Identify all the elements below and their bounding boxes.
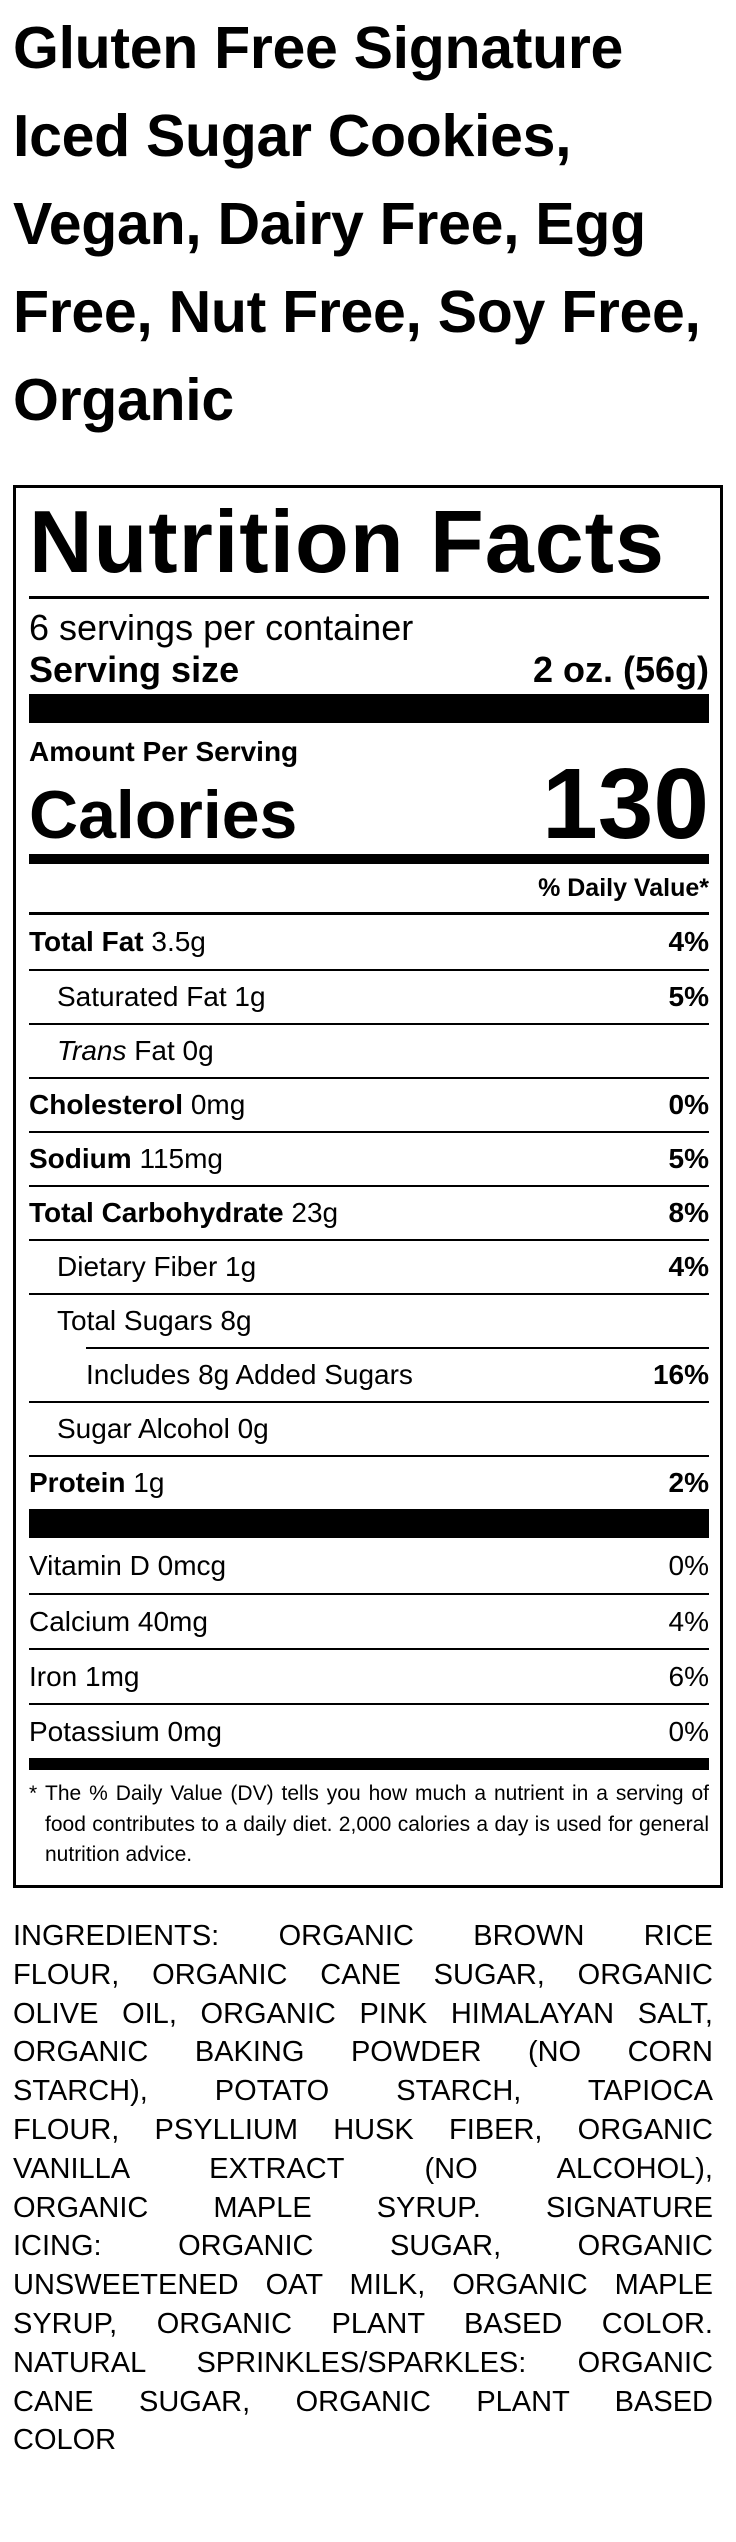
nutrient-amount: Fat 0g <box>134 1035 214 1066</box>
vitamin-row-vitamin-d: Vitamin D 0mcg 0% <box>29 1538 709 1593</box>
nutrient-row-sodium: Sodium 115mg 5% <box>29 1131 709 1185</box>
servings-per-container: 6 servings per container <box>29 607 414 648</box>
nutrient-name: Total Carbohydrate <box>29 1197 284 1228</box>
thick-divider <box>29 1509 709 1538</box>
nutrient-row-dietary-fiber: Dietary Fiber 1g 4% <box>29 1239 709 1293</box>
nutrient-name: Includes 8g Added Sugars <box>86 1359 413 1390</box>
footnote-marker: * <box>29 1782 38 1805</box>
nutrient-amount: 0mg <box>190 1089 246 1120</box>
nutrient-dv: 8% <box>668 1197 709 1228</box>
nutrient-name: Protein <box>29 1467 126 1498</box>
medium-divider <box>29 854 709 864</box>
ingredients-line: UNSWEETENED OAT MILK, ORGANIC MAPLE <box>13 2269 713 2302</box>
serving-size-label: Serving size <box>29 649 240 690</box>
nutrient-name: Total Fat <box>29 926 144 957</box>
ingredients-line: ICING: ORGANIC SUGAR, ORGANIC <box>13 2230 713 2263</box>
nutrient-row-added-sugars: Includes 8g Added Sugars 16% <box>86 1347 709 1401</box>
nutrient-name: Cholesterol <box>29 1089 184 1120</box>
vitamin-dv: 4% <box>668 1605 709 1637</box>
nutrient-name: Total Sugars 8g <box>57 1305 252 1336</box>
nutrient-amount: 115mg <box>139 1143 223 1174</box>
serving-size: Serving size 2 oz. (56g) <box>29 649 709 691</box>
vitamin-dv: 0% <box>668 1549 709 1581</box>
ingredients-line: VANILLA EXTRACT (NO ALCOHOL), <box>13 2152 713 2185</box>
calories-label: Calories <box>29 777 298 853</box>
nutrient-dv: 0% <box>668 1089 709 1120</box>
calories-value: 130 <box>542 748 709 860</box>
nutrient-dv: 5% <box>668 981 709 1012</box>
nutrition-facts-label: Nutrition Facts 6 servings per container… <box>13 485 723 1888</box>
nutrient-row-trans-fat: Trans Fat 0g <box>29 1023 709 1077</box>
nutrient-dv: 4% <box>668 1251 709 1282</box>
nutrient-dv: 5% <box>668 1143 709 1174</box>
servings-section: 6 servings per container Serving size 2 … <box>29 599 709 694</box>
divider <box>29 912 709 915</box>
nutrient-dv: 16% <box>652 1359 709 1390</box>
nutrient-name: Sodium <box>29 1143 132 1174</box>
vitamin-row-potassium: Potassium 0mg 0% <box>29 1703 709 1758</box>
nutrient-row-cholesterol: Cholesterol 0mg 0% <box>29 1077 709 1131</box>
nutrient-amount: 3.5g <box>151 926 206 957</box>
vitamin-name: Calcium 40mg <box>29 1605 208 1637</box>
ingredients-line: INGREDIENTS: ORGANIC BROWN RICE <box>13 1920 713 1952</box>
ingredients-line: ORGANIC MAPLE SYRUP. SIGNATURE <box>13 2191 713 2224</box>
thick-divider <box>29 694 709 723</box>
medium-divider <box>29 1758 709 1770</box>
ingredients-line: COLOR <box>13 2424 117 2457</box>
nutrient-row-total-fat: Total Fat 3.5g 4% <box>29 915 709 969</box>
vitamin-dv: 0% <box>668 1715 709 1747</box>
serving-size-value: 2 oz. (56g) <box>532 649 709 690</box>
daily-value-footnote: * The % Daily Value (DV) tells you how m… <box>29 1770 709 1871</box>
nutrient-name: Trans <box>57 1035 127 1066</box>
vitamin-dv: 6% <box>668 1660 709 1692</box>
footnote-text: The % Daily Value (DV) tells you how muc… <box>45 1782 709 1866</box>
vitamin-name: Potassium 0mg <box>29 1715 222 1747</box>
ingredients-line: NATURAL SPRINKLES/SPARKLES: ORGANIC <box>13 2346 713 2379</box>
nutrient-amount: 23g <box>291 1197 339 1228</box>
nutrient-name: Dietary Fiber 1g <box>57 1251 257 1282</box>
vitamin-row-calcium: Calcium 40mg 4% <box>29 1593 709 1648</box>
daily-value-header: % Daily Value* <box>538 874 709 902</box>
ingredients-line: OLIVE OIL, ORGANIC PINK HIMALAYAN SALT, <box>13 1997 713 2030</box>
amount-per-serving: Amount Per Serving <box>29 736 299 767</box>
ingredients-line: ORGANIC BAKING POWDER (NO CORN <box>13 2036 713 2069</box>
ingredients-line: SYRUP, ORGANIC PLANT BASED COLOR. <box>13 2307 713 2340</box>
nutrient-row-saturated-fat: Saturated Fat 1g 5% <box>29 969 709 1023</box>
vitamin-row-iron: Iron 1mg 6% <box>29 1648 709 1703</box>
nutrient-name: Saturated Fat 1g <box>57 981 266 1012</box>
ingredients-line: FLOUR, ORGANIC CANE SUGAR, ORGANIC <box>13 1958 713 1991</box>
label-title: Nutrition Facts <box>29 492 665 591</box>
vitamin-name: Iron 1mg <box>29 1660 140 1692</box>
nutrient-row-total-sugars: Total Sugars 8g <box>29 1293 709 1347</box>
nutrient-dv: 2% <box>668 1467 709 1498</box>
vitamin-name: Vitamin D 0mcg <box>29 1549 227 1581</box>
ingredients-line: CANE SUGAR, ORGANIC PLANT BASED <box>13 2385 713 2418</box>
nutrient-row-total-carbohydrate: Total Carbohydrate 23g 8% <box>29 1185 709 1239</box>
calories-row: Calories 130 <box>29 754 709 854</box>
ingredients-line: FLOUR, PSYLLIUM HUSK FIBER, ORGANIC <box>13 2113 713 2146</box>
product-title: Gluten Free Signature Iced Sugar Cookies… <box>13 15 701 433</box>
nutrient-name: Sugar Alcohol 0g <box>57 1413 269 1444</box>
ingredients-line: STARCH), POTATO STARCH, TAPIOCA <box>13 2075 713 2108</box>
nutrient-row-protein: Protein 1g 2% <box>29 1455 709 1509</box>
nutrient-row-sugar-alcohol: Sugar Alcohol 0g <box>29 1401 709 1455</box>
nutrient-amount: 1g <box>133 1467 165 1498</box>
nutrient-dv: 4% <box>668 926 709 957</box>
divider <box>29 596 709 599</box>
ingredients: INGREDIENTS: ORGANIC BROWN RICE FLOUR, O… <box>13 1917 713 2460</box>
